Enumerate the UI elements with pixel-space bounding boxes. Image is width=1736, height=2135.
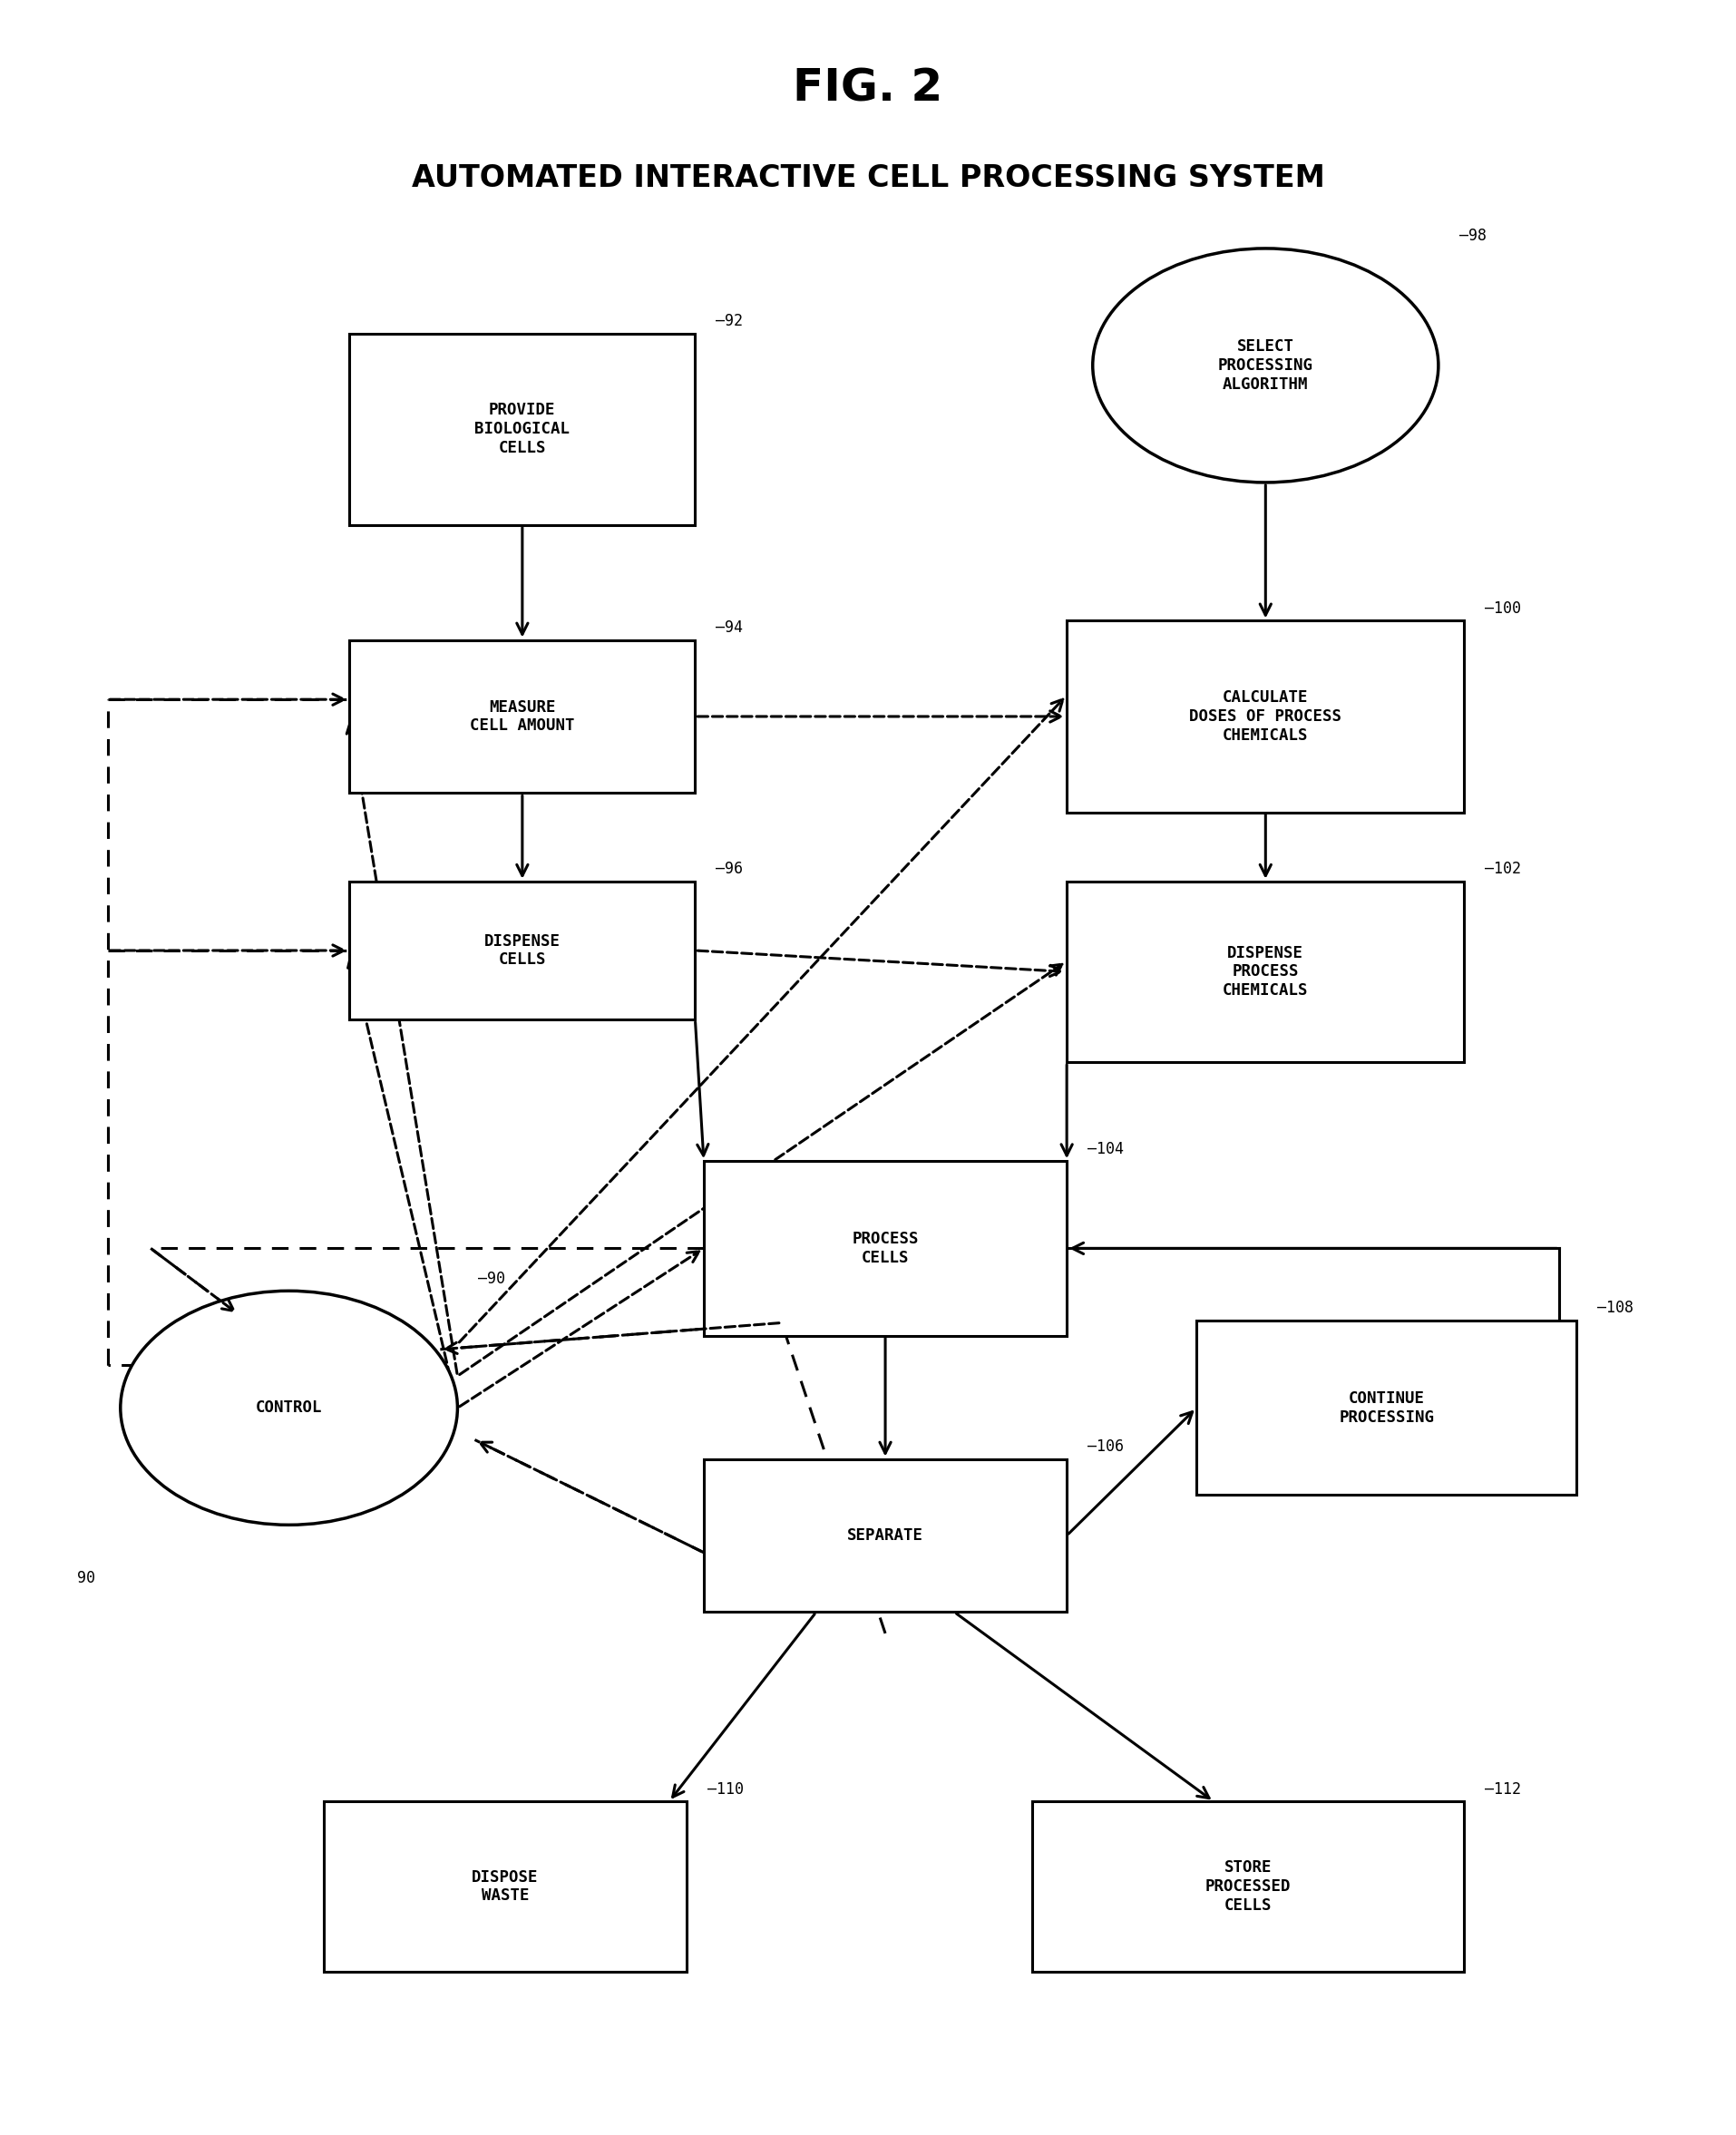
FancyBboxPatch shape xyxy=(349,640,694,792)
Text: —100: —100 xyxy=(1484,600,1521,617)
FancyBboxPatch shape xyxy=(1066,882,1463,1063)
Text: —90: —90 xyxy=(477,1270,505,1287)
Text: —108: —108 xyxy=(1597,1300,1634,1317)
Text: —104: —104 xyxy=(1087,1140,1123,1157)
Text: CONTINUE
PROCESSING: CONTINUE PROCESSING xyxy=(1338,1390,1434,1426)
Text: PROVIDE
BIOLOGICAL
CELLS: PROVIDE BIOLOGICAL CELLS xyxy=(474,401,569,457)
Text: DISPOSE
WASTE: DISPOSE WASTE xyxy=(472,1868,538,1904)
Text: AUTOMATED INTERACTIVE CELL PROCESSING SYSTEM: AUTOMATED INTERACTIVE CELL PROCESSING SY… xyxy=(411,162,1325,192)
FancyBboxPatch shape xyxy=(323,1802,686,1971)
Text: 90: 90 xyxy=(76,1569,95,1586)
Text: SELECT
PROCESSING
ALGORITHM: SELECT PROCESSING ALGORITHM xyxy=(1219,339,1312,393)
Text: MEASURE
CELL AMOUNT: MEASURE CELL AMOUNT xyxy=(470,698,575,734)
FancyBboxPatch shape xyxy=(1196,1322,1576,1494)
Text: CALCULATE
DOSES OF PROCESS
CHEMICALS: CALCULATE DOSES OF PROCESS CHEMICALS xyxy=(1189,690,1342,743)
Text: —92: —92 xyxy=(715,314,743,329)
FancyBboxPatch shape xyxy=(1033,1802,1463,1971)
FancyBboxPatch shape xyxy=(703,1458,1066,1612)
Text: DISPENSE
CELLS: DISPENSE CELLS xyxy=(484,933,561,967)
Text: —110: —110 xyxy=(707,1781,743,1798)
Text: FIG. 2: FIG. 2 xyxy=(793,66,943,111)
Text: CONTROL: CONTROL xyxy=(255,1401,323,1416)
Text: STORE
PROCESSED
CELLS: STORE PROCESSED CELLS xyxy=(1205,1860,1292,1913)
Text: PROCESS
CELLS: PROCESS CELLS xyxy=(852,1230,918,1266)
Text: DISPENSE
PROCESS
CHEMICALS: DISPENSE PROCESS CHEMICALS xyxy=(1222,944,1309,999)
Ellipse shape xyxy=(120,1292,458,1524)
Text: —112: —112 xyxy=(1484,1781,1521,1798)
Text: —94: —94 xyxy=(715,619,743,636)
FancyBboxPatch shape xyxy=(1066,621,1463,811)
Text: —102: —102 xyxy=(1484,860,1521,877)
Text: —106: —106 xyxy=(1087,1439,1123,1454)
Ellipse shape xyxy=(1092,248,1439,483)
Text: —98: —98 xyxy=(1460,228,1486,243)
Text: SEPARATE: SEPARATE xyxy=(847,1527,924,1544)
FancyBboxPatch shape xyxy=(349,882,694,1021)
FancyBboxPatch shape xyxy=(703,1161,1066,1337)
Text: —96: —96 xyxy=(715,860,743,877)
FancyBboxPatch shape xyxy=(349,333,694,525)
